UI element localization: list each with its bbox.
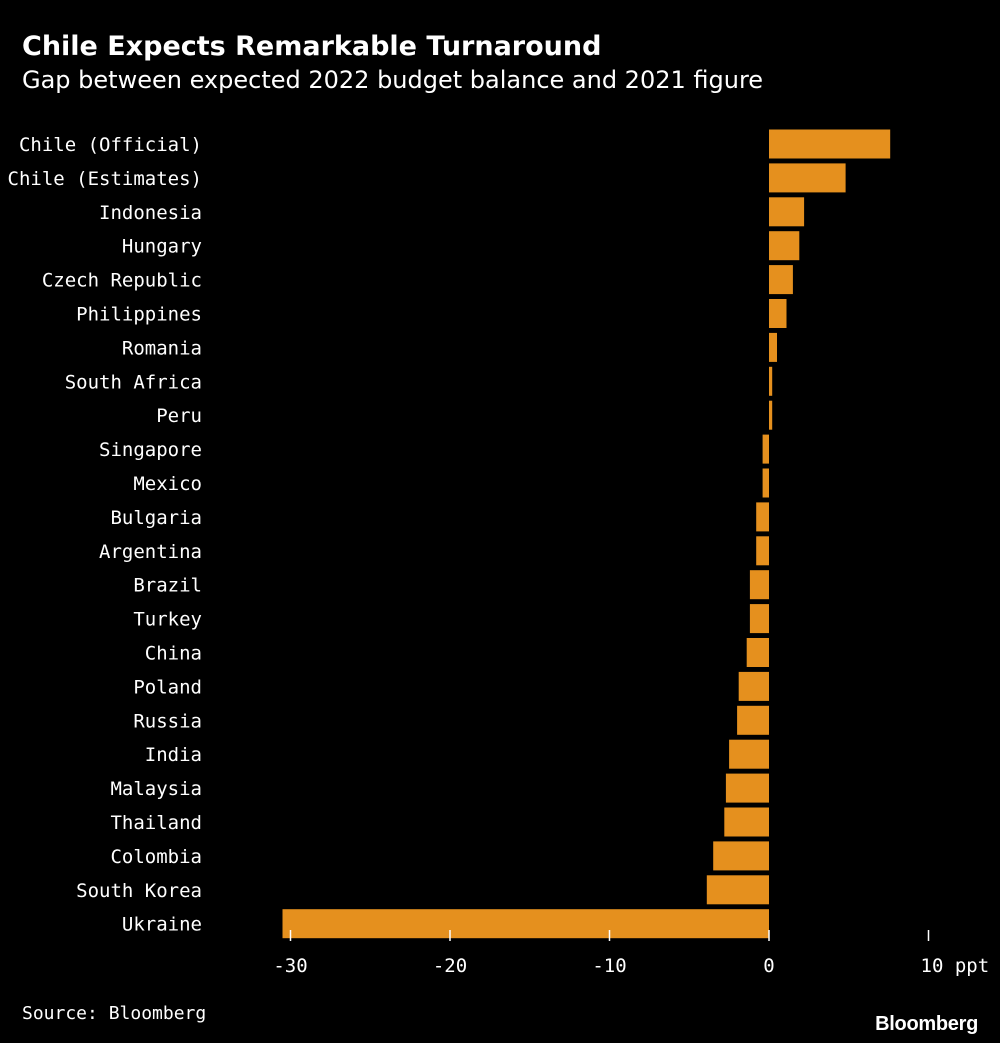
bar [738,671,769,701]
category-label: Malaysia [110,778,202,800]
bar [769,163,846,193]
bar [729,739,769,769]
tick-label: 10 ppt [921,955,990,977]
category-label: India [145,744,202,766]
category-label: Turkey [133,609,202,631]
bar [769,265,793,295]
bar [706,875,769,905]
tick-label: -20 [433,955,467,977]
category-label: Chile (Official) [19,134,202,156]
chart-subtitle: Gap between expected 2022 budget balance… [22,66,764,94]
bar [769,197,805,227]
category-label: China [145,643,202,665]
category-label: Colombia [110,846,202,868]
category-label: South Korea [76,880,202,902]
bar [756,502,769,532]
category-label: Singapore [99,439,202,461]
category-label: Bulgaria [110,507,202,529]
category-label: South Africa [65,371,202,393]
bar [769,299,787,328]
category-label: Hungary [122,236,202,258]
chart-title: Chile Expects Remarkable Turnaround [22,31,602,62]
source-note: Source: Bloomberg [22,1003,207,1024]
tick-label: -30 [273,955,307,977]
category-label: Chile (Estimates) [8,168,202,190]
bar [762,434,769,464]
category-label: Mexico [133,473,202,495]
bar [749,604,769,634]
bar [746,638,769,667]
bar [725,773,769,803]
bar [713,841,769,871]
category-label: Romania [122,337,202,359]
tick-label: 0 [763,955,774,977]
bar-chart: Chile (Official) Chile (Estimates) Indones… [8,129,990,977]
category-label: Philippines [76,304,202,326]
category-label: Indonesia [99,202,202,224]
bar [756,536,769,566]
bar [769,400,773,430]
category-label: Thailand [110,812,202,834]
category-label: Peru [156,405,202,427]
bar [769,231,800,261]
bar [282,909,769,939]
category-label: Argentina [99,541,202,563]
bar [737,705,769,735]
bar [769,366,773,396]
bar [749,570,769,600]
category-label: Brazil [133,575,202,597]
category-label: Czech Republic [42,270,202,292]
bar [724,807,769,837]
bar [762,468,769,498]
category-label: Russia [133,710,202,732]
bar [769,332,777,362]
tick-label: -10 [592,955,626,977]
category-label: Poland [133,676,202,698]
category-label: Ukraine [122,914,202,936]
bar [769,129,891,159]
bloomberg-logo: Bloomberg [875,1013,978,1035]
